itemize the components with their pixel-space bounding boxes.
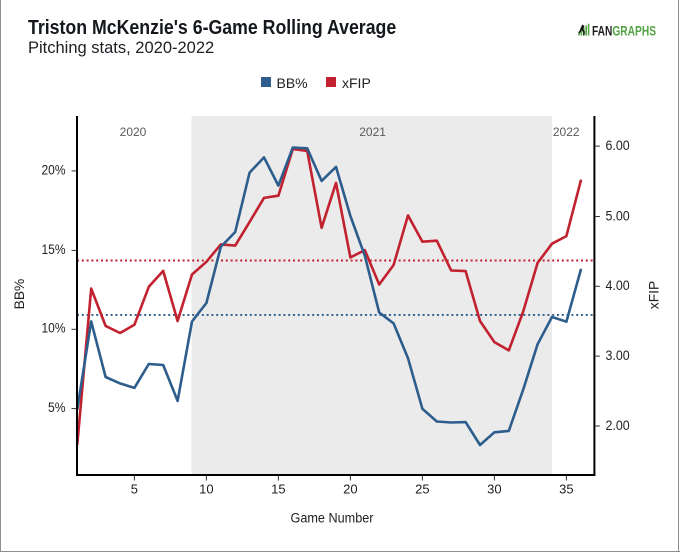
svg-text:5: 5 bbox=[131, 482, 138, 497]
svg-text:6.00: 6.00 bbox=[606, 138, 630, 153]
svg-text:2022: 2022 bbox=[553, 125, 580, 139]
svg-text:20: 20 bbox=[343, 482, 357, 497]
svg-text:25: 25 bbox=[415, 482, 429, 497]
svg-text:FANGRAPHS: FANGRAPHS bbox=[592, 23, 656, 38]
svg-text:2021: 2021 bbox=[359, 125, 386, 139]
svg-text:35: 35 bbox=[559, 482, 573, 497]
svg-text:10%: 10% bbox=[42, 321, 66, 336]
svg-text:10: 10 bbox=[199, 482, 213, 497]
svg-text:15%: 15% bbox=[42, 242, 66, 257]
svg-text:15: 15 bbox=[271, 482, 285, 497]
svg-text:30: 30 bbox=[487, 482, 501, 497]
svg-text:Game Number: Game Number bbox=[291, 511, 374, 526]
svg-text:2.00: 2.00 bbox=[606, 418, 630, 433]
svg-text:xFIP: xFIP bbox=[646, 281, 661, 309]
svg-text:3.00: 3.00 bbox=[606, 348, 630, 363]
svg-text:2020: 2020 bbox=[120, 125, 147, 139]
svg-text:5.00: 5.00 bbox=[606, 208, 630, 223]
svg-text:4.00: 4.00 bbox=[606, 278, 630, 293]
svg-text:20%: 20% bbox=[42, 162, 66, 177]
svg-text:5%: 5% bbox=[48, 400, 66, 415]
svg-text:BB%: BB% bbox=[12, 279, 27, 310]
